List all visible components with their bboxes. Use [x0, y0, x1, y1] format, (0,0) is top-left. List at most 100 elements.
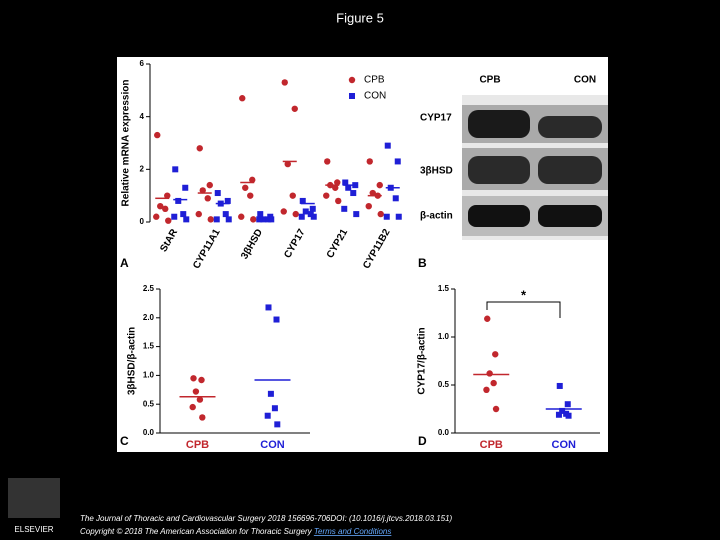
data-point [377, 210, 384, 218]
blot-column: CPB [479, 75, 500, 86]
y-tick-label: 2 [140, 164, 145, 173]
data-point [281, 79, 288, 86]
blot: CPB CON CYP17 3βHSD β-actin B [418, 75, 608, 270]
data-point [180, 211, 187, 218]
y-tick-label: 1.0 [438, 332, 450, 341]
data-point [383, 213, 390, 220]
data-point [264, 412, 271, 419]
legend-label: CON [364, 91, 386, 102]
y-axis-label: Relative mRNA expression [121, 80, 132, 207]
data-point [392, 195, 399, 202]
data-point [172, 166, 179, 173]
data-point [484, 315, 491, 322]
data-point [154, 131, 161, 139]
data-point [171, 213, 178, 220]
data-point [334, 179, 341, 186]
data-point [198, 376, 205, 384]
data-point [490, 379, 497, 387]
y-axis-label: CYP17/β-actin [417, 327, 428, 394]
data-point [299, 197, 306, 204]
y-tick-label: 1.0 [143, 371, 155, 380]
data-point [192, 388, 200, 395]
legend-marker [349, 93, 355, 99]
data-point [213, 216, 220, 223]
data-point [257, 211, 264, 218]
data-point [214, 190, 221, 197]
data-point [207, 216, 214, 223]
data-point [555, 411, 562, 418]
data-point [165, 217, 172, 224]
panel-label: B [418, 256, 427, 270]
significance-bracket [486, 301, 561, 318]
annotation: * [521, 287, 527, 302]
data-point [260, 216, 267, 223]
data-point [323, 192, 330, 199]
y-tick-label: 0.0 [438, 428, 450, 437]
data-point [332, 184, 339, 191]
data-point [274, 421, 281, 428]
y-axis-label: 3βHSD/β-actin [127, 327, 138, 395]
data-point [302, 208, 309, 215]
panel-label: A [120, 256, 129, 270]
data-point [249, 176, 256, 184]
data-point [280, 208, 287, 215]
data-point [310, 213, 317, 220]
band [468, 156, 530, 184]
data-point [395, 213, 402, 220]
band [468, 110, 530, 138]
data-point [298, 213, 305, 220]
data-point [273, 316, 280, 323]
blot-row: β-actin [420, 211, 453, 222]
data-point [162, 205, 169, 213]
data-point [153, 213, 160, 220]
data-point [157, 203, 164, 210]
x-tick-label: CPB [480, 439, 503, 451]
x-tick-label: CON [552, 439, 577, 451]
data-point [250, 216, 257, 223]
x-tick-label: CON [260, 439, 285, 451]
data-point [324, 158, 331, 165]
data-point [384, 142, 391, 149]
data-point [242, 184, 249, 191]
data-point [565, 412, 572, 419]
band [538, 156, 602, 184]
panel-label: D [418, 434, 427, 448]
data-point [199, 414, 206, 421]
data-point [284, 160, 291, 168]
data-point [256, 216, 263, 223]
data-point [189, 403, 196, 411]
data-point [289, 192, 296, 199]
data-point [492, 351, 499, 358]
data-point [239, 95, 246, 102]
y-tick-label: 0.5 [143, 399, 155, 408]
terms-link[interactable]: Terms and Conditions [314, 527, 392, 536]
band [538, 116, 602, 138]
data-point [335, 197, 342, 205]
y-tick-label: 1.5 [143, 342, 155, 351]
blot-row: 3βHSD [420, 166, 453, 177]
data-point [353, 211, 360, 218]
data-point [267, 390, 274, 397]
band [538, 205, 602, 227]
data-point [271, 405, 278, 412]
data-point [265, 304, 272, 311]
y-tick-label: 6 [140, 59, 145, 68]
data-point [224, 197, 231, 204]
data-point [365, 203, 372, 210]
data-point [291, 105, 298, 112]
data-point [199, 187, 206, 194]
x-tick-label: CPB [186, 439, 209, 451]
blot-column: CON [574, 75, 596, 86]
data-point [483, 386, 490, 393]
data-point [190, 375, 197, 382]
y-tick-label: 0.5 [438, 380, 450, 389]
data-point [204, 195, 211, 202]
data-point [225, 216, 232, 223]
data-point [309, 205, 316, 212]
data-point [206, 181, 213, 189]
data-point [556, 382, 563, 389]
panel-label: C [120, 434, 129, 448]
data-point [292, 210, 299, 218]
blot-row: CYP17 [420, 113, 452, 124]
